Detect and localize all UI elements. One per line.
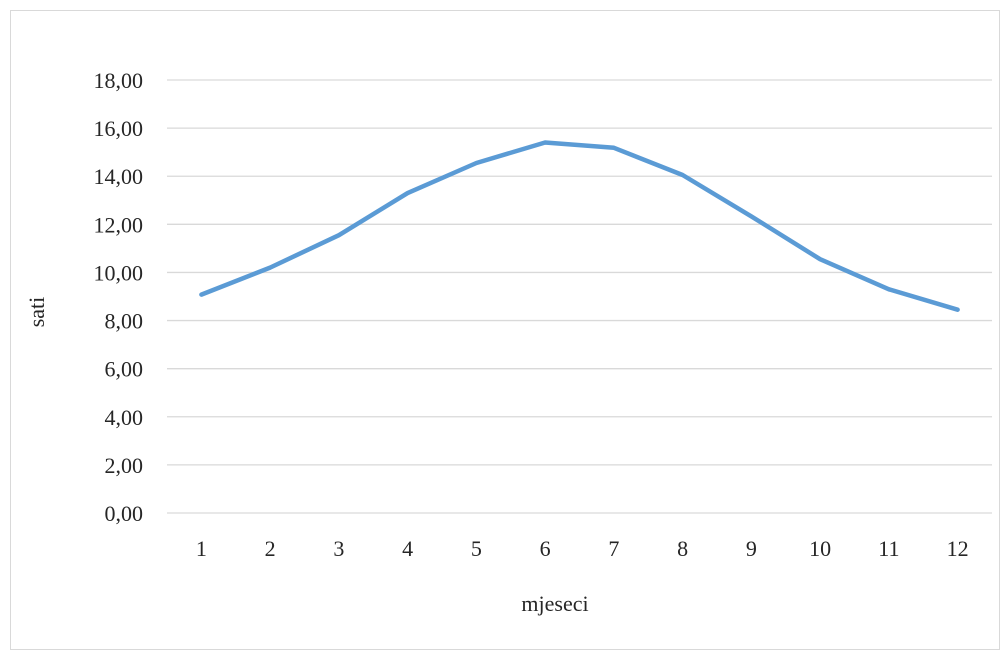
x-tick-label: 7 (608, 536, 619, 561)
y-tick-label: 0,00 (105, 501, 144, 526)
x-axis-ticks: 1 2 3 4 5 6 7 8 9 10 11 12 (196, 536, 969, 561)
line-chart: 0,00 2,00 4,00 6,00 8,00 10,00 12,00 14,00 16,00… (24, 68, 992, 616)
y-tick-label: 16,00 (94, 116, 144, 141)
y-tick-label: 8,00 (105, 309, 144, 334)
y-axis-ticks: 0,00 2,00 4,00 6,00 8,00 10,00 12,00 14,00 16,00… (94, 68, 144, 526)
x-tick-label: 2 (265, 536, 276, 561)
y-tick-label: 6,00 (105, 357, 144, 382)
x-tick-label: 8 (677, 536, 688, 561)
x-tick-label: 5 (471, 536, 482, 561)
y-tick-label: 10,00 (94, 260, 144, 285)
y-tick-label: 2,00 (105, 453, 144, 478)
chart-frame (10, 10, 1000, 650)
y-tick-label: 4,00 (105, 405, 144, 430)
x-tick-label: 9 (746, 536, 757, 561)
x-tick-label: 11 (878, 536, 899, 561)
x-tick-label: 6 (540, 536, 551, 561)
y-tick-label: 12,00 (94, 212, 144, 237)
x-tick-label: 1 (196, 536, 207, 561)
series-line (199, 140, 960, 312)
x-tick-label: 4 (402, 536, 413, 561)
y-tick-label: 14,00 (94, 164, 144, 189)
y-tick-label: 18,00 (94, 68, 144, 93)
x-axis-title: mjeseci (521, 591, 588, 616)
y-axis-title: sati (24, 297, 49, 328)
x-tick-label: 12 (947, 536, 969, 561)
x-tick-label: 10 (809, 536, 831, 561)
x-tick-label: 3 (333, 536, 344, 561)
series-layer (199, 140, 960, 312)
